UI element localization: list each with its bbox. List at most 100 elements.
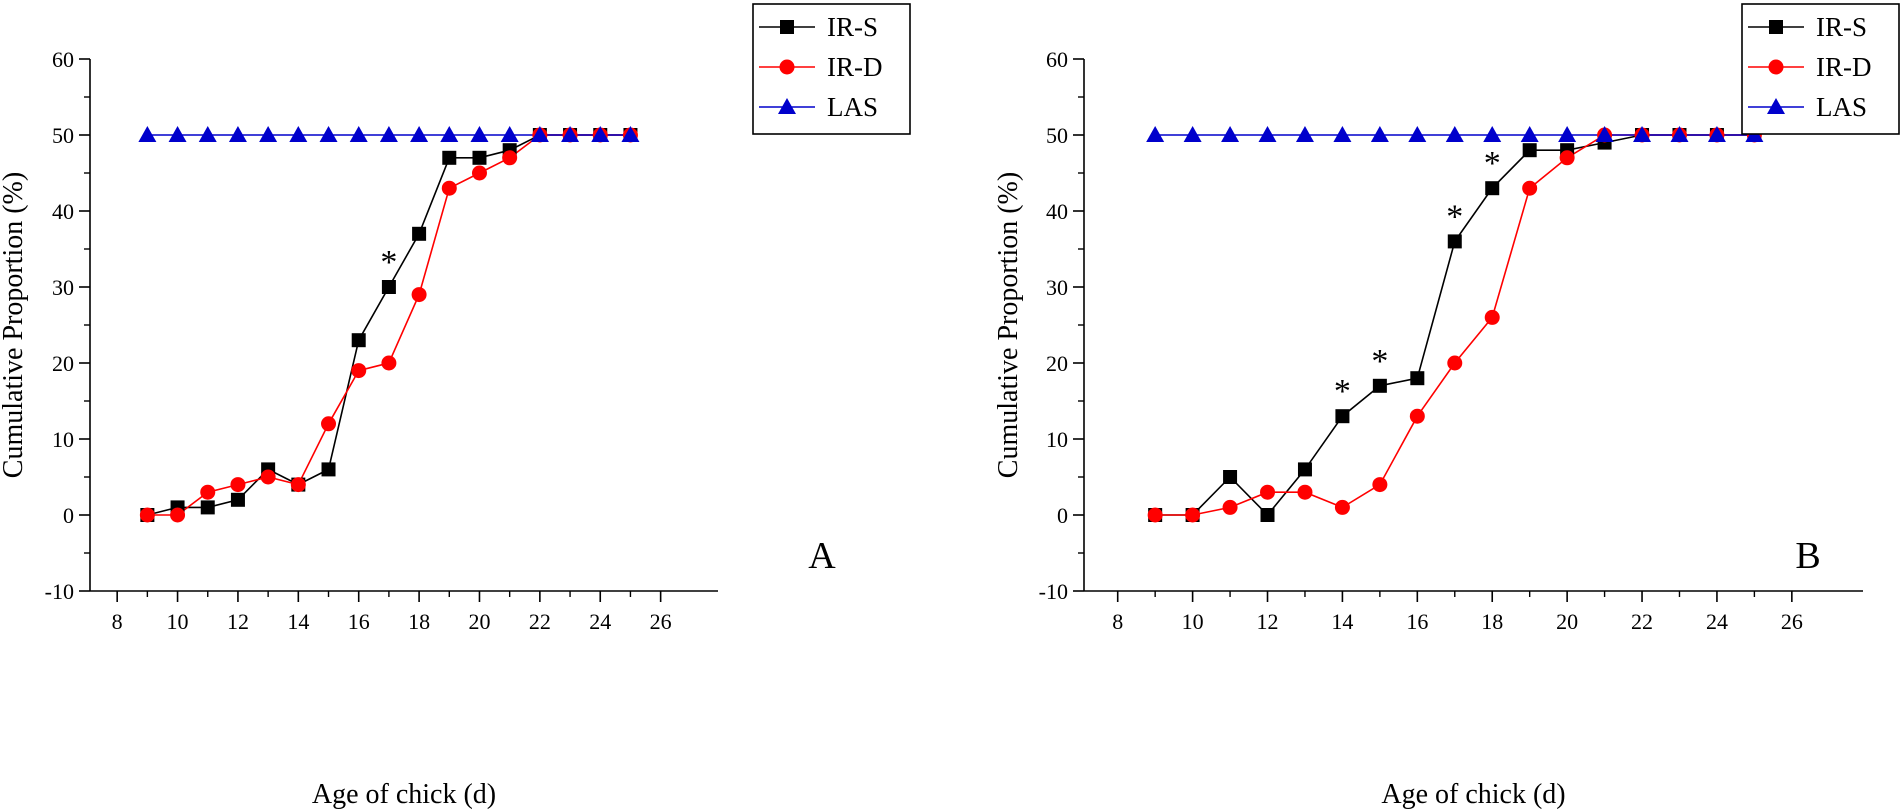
data-point-ir-s xyxy=(1485,181,1500,196)
x-tick-label: 24 xyxy=(589,609,611,634)
significance-marker: * xyxy=(1371,343,1388,380)
x-tick-label: 26 xyxy=(1781,609,1803,634)
data-point-ir-s xyxy=(1335,409,1350,424)
data-point-las xyxy=(198,126,217,142)
data-point-ir-d xyxy=(321,416,337,432)
series-line-ir-s xyxy=(147,134,631,516)
data-point-ir-d xyxy=(1260,484,1276,500)
legend-label-las: LAS xyxy=(1816,92,1867,122)
x-tick-label: 18 xyxy=(408,609,430,634)
data-point-las xyxy=(1258,126,1277,142)
x-tick-label: 16 xyxy=(348,609,370,634)
y-tick-label: 0 xyxy=(63,503,74,528)
data-point-ir-d xyxy=(1147,507,1163,523)
data-point-las xyxy=(621,126,640,142)
data-point-ir-d xyxy=(1222,499,1238,515)
data-point-las xyxy=(379,126,398,142)
data-point-ir-d xyxy=(139,507,155,523)
data-point-las xyxy=(228,126,247,142)
data-point-las xyxy=(1408,126,1427,142)
series-line-ir-d xyxy=(1155,134,1755,516)
data-point-las xyxy=(1146,126,1165,142)
data-point-las xyxy=(470,126,489,142)
data-point-ir-d xyxy=(170,507,186,523)
legend-marker-ir-d xyxy=(1768,59,1784,75)
y-tick-label: 60 xyxy=(52,47,74,72)
data-point-las xyxy=(1445,126,1464,142)
data-point-las xyxy=(168,126,187,142)
y-tick-label: 30 xyxy=(1046,275,1068,300)
data-point-las xyxy=(591,126,610,142)
data-point-las xyxy=(289,126,308,142)
panel-label: B xyxy=(1795,535,1820,577)
significance-marker: * xyxy=(1334,373,1351,410)
data-point-las xyxy=(1333,126,1352,142)
x-tick-label: 10 xyxy=(1182,609,1204,634)
data-point-ir-s xyxy=(442,150,457,165)
data-point-las xyxy=(1595,126,1614,142)
chart-panel-b: -10 0 10 20 30 40 50 60 8 10 12 14 16 18 20 22 24 26 Age o… xyxy=(993,3,1900,810)
x-tick-label: 12 xyxy=(1257,609,1279,634)
legend-label-ir-s: IR-S xyxy=(1816,12,1867,42)
legend-marker-ir-s xyxy=(780,20,794,34)
data-point-ir-d xyxy=(1447,355,1463,371)
y-axis-title: Cumulative Proportion (%) xyxy=(993,172,1024,478)
data-point-ir-d xyxy=(1522,180,1538,196)
data-point-las xyxy=(349,126,368,142)
y-tick-label: 60 xyxy=(1046,47,1068,72)
x-tick-label: 8 xyxy=(1112,609,1123,634)
data-point-ir-s xyxy=(472,150,487,165)
chart-panel-a: -10 0 10 20 30 40 50 60 8 10 12 14 16 18 20 22 24 26 Age o… xyxy=(0,3,911,810)
y-tick-label: 50 xyxy=(52,123,74,148)
legend-marker-ir-s xyxy=(1769,20,1783,34)
data-point-ir-s xyxy=(1223,470,1238,484)
data-point-ir-d xyxy=(1185,507,1201,523)
data-point-ir-d xyxy=(1372,477,1388,493)
x-tick-label: 8 xyxy=(112,609,123,634)
data-point-las xyxy=(1483,126,1502,142)
x-tick-label: 14 xyxy=(1331,609,1353,634)
y-tick-label: 40 xyxy=(52,199,74,224)
data-point-ir-s xyxy=(381,280,396,294)
data-point-ir-s xyxy=(200,500,215,515)
data-point-las xyxy=(259,126,278,142)
x-tick-label: 14 xyxy=(287,609,309,634)
legend-label-ir-d: IR-D xyxy=(827,52,883,82)
series-line-ir-s xyxy=(1155,134,1755,517)
y-tick-label: 10 xyxy=(52,427,74,452)
data-point-ir-d xyxy=(230,477,246,493)
data-point-ir-d xyxy=(1484,309,1500,325)
data-point-las xyxy=(500,126,519,142)
data-point-las xyxy=(410,126,429,142)
panel-label: A xyxy=(808,535,836,577)
legend-marker-las xyxy=(778,98,796,114)
data-point-las xyxy=(1370,126,1389,142)
legend-label-las: LAS xyxy=(827,92,878,122)
data-point-ir-d xyxy=(290,477,306,493)
legend-marker-ir-d xyxy=(779,59,795,75)
data-point-ir-s xyxy=(1372,378,1387,393)
data-point-ir-s xyxy=(321,462,336,477)
data-point-las xyxy=(1221,126,1240,142)
y-tick-label: 10 xyxy=(1046,427,1068,452)
x-axis-title: Age of chick (d) xyxy=(312,779,496,810)
x-tick-label: 24 xyxy=(1706,609,1728,634)
data-point-las xyxy=(440,126,459,142)
data-point-ir-d xyxy=(502,150,518,166)
x-tick-label: 12 xyxy=(227,609,249,634)
significance-marker: * xyxy=(1484,145,1501,182)
x-tick-label: 26 xyxy=(650,609,672,634)
data-point-ir-d xyxy=(441,180,457,196)
x-tick-label: 22 xyxy=(1631,609,1653,634)
significance-marker: * xyxy=(1446,198,1463,235)
data-point-ir-s xyxy=(1260,508,1275,522)
data-point-las xyxy=(1520,126,1539,142)
y-tick-label: -10 xyxy=(45,579,74,604)
data-point-las xyxy=(138,126,157,142)
data-point-ir-s xyxy=(412,226,427,241)
y-tick-label: 30 xyxy=(52,275,74,300)
data-point-ir-s xyxy=(1297,462,1312,477)
data-point-ir-s xyxy=(230,492,245,507)
data-point-ir-d xyxy=(471,165,487,181)
